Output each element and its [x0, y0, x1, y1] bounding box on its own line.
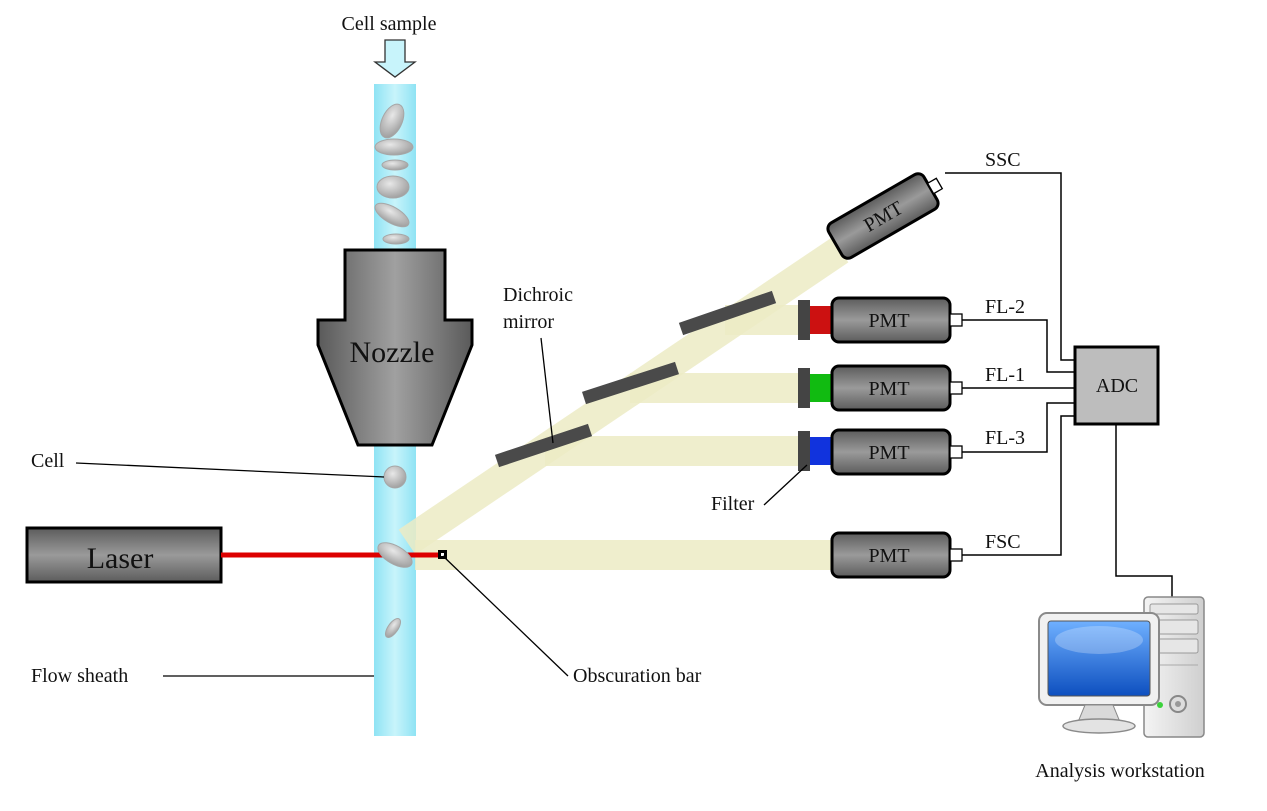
adc-box: [1073, 345, 1160, 426]
cell-sample-label: Cell sample: [342, 13, 437, 35]
pmt-fl1-connector: [949, 381, 963, 395]
cell-shape: [374, 138, 414, 156]
laser-label: Laser: [87, 542, 154, 575]
dichroic-mirror-fl1: [582, 361, 679, 405]
wire-adc-workstation: [1115, 424, 1173, 597]
analysis-workstation-label: Analysis workstation: [1035, 760, 1204, 782]
dichroic-mirrors: [494, 290, 777, 468]
pmt-fl2-connector: [949, 313, 963, 327]
filter-fl1-color: [810, 374, 832, 402]
channel-fl3-label: FL-3: [985, 427, 1025, 449]
light-beams: [398, 237, 849, 570]
wire-fsc: [962, 415, 1075, 556]
channel-fl1-label: FL-1: [985, 364, 1025, 386]
dichroic-mirror-label-line1: Dichroic: [503, 284, 573, 306]
pmt-fsc-label: PMT: [868, 545, 909, 567]
dichroic-mirror-fl3: [494, 423, 593, 468]
filter-fl2: [798, 300, 810, 340]
cell-shape: [379, 103, 405, 139]
cell-sample-arrow-icon: [373, 39, 417, 78]
obscuration-bar-hole: [441, 553, 444, 556]
pmt-fl3-label: PMT: [868, 442, 909, 464]
filters: [798, 300, 832, 471]
obscuration-bar-label: Obscuration bar: [573, 665, 702, 687]
wire-ssc: [945, 172, 1075, 361]
illuminated-cell: [377, 542, 413, 568]
sample-cells: [374, 103, 414, 245]
flow-sheath-label: Flow sheath: [31, 665, 128, 687]
laser: [25, 526, 223, 584]
signal-wires: [945, 172, 1173, 597]
pmt-fl3-connector: [949, 445, 963, 459]
filter-fl2-color: [810, 306, 832, 334]
filter-fl1: [798, 368, 810, 408]
cell-shape: [384, 618, 402, 638]
cell-shape: [381, 159, 409, 171]
adc-label: ADC: [1096, 375, 1138, 397]
filter-fl3: [798, 431, 810, 471]
channel-ssc-label: SSC: [985, 149, 1021, 171]
cell-label: Cell: [31, 450, 65, 472]
cell-leader: [75, 462, 385, 478]
dichroic-mirror-label-line2: mirror: [503, 311, 554, 333]
filter-label: Filter: [711, 493, 755, 515]
cell-shape: [376, 175, 410, 199]
pmt-fl1-label: PMT: [868, 378, 909, 400]
cell-shape: [383, 465, 407, 489]
dichroic-mirror-fl2: [678, 290, 777, 336]
nozzle-label: Nozzle: [350, 336, 435, 369]
dichroic-mirror-leader: [540, 337, 554, 444]
cell-shape: [382, 233, 410, 245]
channel-fsc-label: FSC: [985, 531, 1021, 553]
nozzle: [316, 248, 474, 447]
wire-fl3: [962, 402, 1075, 453]
filter-fl3-color: [810, 437, 832, 465]
workstation-icon: [1038, 596, 1205, 738]
obscuration-bar-leader: [442, 555, 569, 677]
pmt-fl2-label: PMT: [868, 310, 909, 332]
filter-leader: [763, 464, 808, 506]
pmt-fsc-connector: [949, 548, 963, 562]
cell-shape: [374, 202, 410, 228]
channel-fl2-label: FL-2: [985, 296, 1025, 318]
pmt-ssc: PMT: [826, 172, 944, 260]
wire-fl2: [962, 319, 1075, 373]
